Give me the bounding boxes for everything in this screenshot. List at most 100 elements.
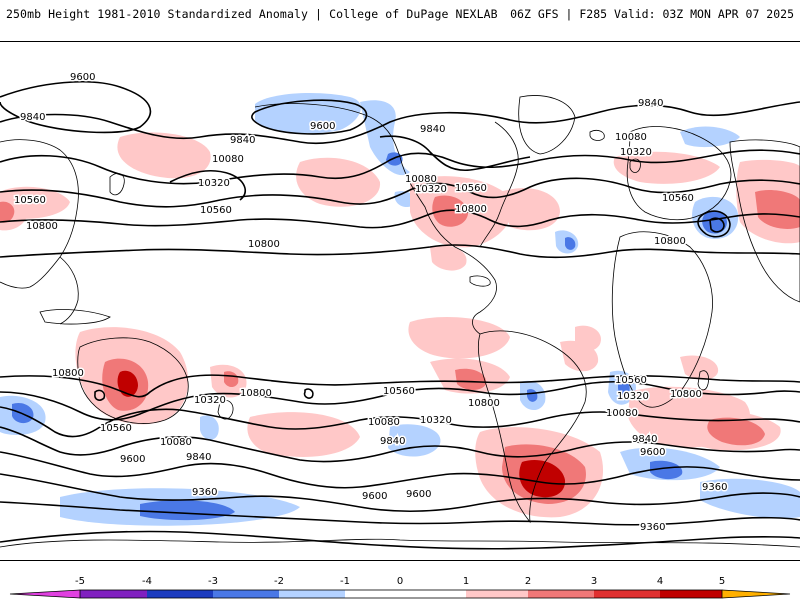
contour-label: 10560 (455, 183, 487, 194)
colorbar-segment-pos4 (660, 590, 722, 598)
contour-label: 10080 (160, 437, 192, 448)
contour-label: 10800 (248, 239, 280, 250)
contour-label: 10800 (240, 388, 272, 399)
colorbar: -5 -4 -3 -2 -1 0 1 2 3 4 5 (9, 576, 791, 599)
neg-anomaly-south-atlantic-core (618, 379, 630, 395)
contour-label: 10320 (420, 415, 452, 426)
contour-europe-low (697, 210, 731, 238)
coastline-indonesia (39, 309, 111, 325)
contour-small-low (94, 389, 106, 401)
contour-label: 10560 (615, 375, 647, 386)
pos-anomaly-north-america-core (432, 195, 468, 227)
neg-anomaly-south-pacific-2 (200, 415, 219, 440)
header: 250mb Height 1981-2010 Standardized Anom… (0, 0, 800, 40)
contour-10320-south (0, 406, 800, 438)
contour-10800-north (0, 244, 800, 259)
colorbar-segment-neg2 (213, 590, 279, 598)
contour-label-group: 9600 9840 9600 9840 9840 9840 10080 1032… (13, 71, 729, 535)
colorbar-tick-label: -4 (142, 576, 152, 587)
contour-small-low-2 (303, 388, 314, 399)
colorbar-tick-label: -3 (208, 576, 218, 587)
coastline-new-zealand (217, 399, 234, 420)
contour-9600-north (0, 81, 152, 134)
coastline-asia-west (0, 139, 79, 289)
contour-label: 9600 (120, 454, 145, 465)
neg-anomaly-south-pacific-3 (388, 424, 441, 457)
pos-anomaly-atlantic (500, 188, 560, 231)
anomaly-map: 9600 9840 9600 9840 9840 9840 10080 1032… (0, 41, 800, 561)
coastline-caribbean (469, 275, 491, 287)
pos-anomaly-south-indian (680, 355, 719, 380)
colorbar-segments (10, 590, 790, 598)
contour-label: 9840 (230, 135, 255, 146)
pos-anomaly-asia-core (755, 189, 800, 229)
contour-label: 9360 (702, 482, 727, 493)
contour-label: 9600 (362, 491, 387, 502)
contour-9840-south (0, 451, 800, 489)
pos-anomaly-pacific-central (296, 157, 381, 207)
contour-europe-low-2 (709, 217, 725, 233)
contour-10080-south (0, 426, 800, 463)
contour-label: 10800 (26, 221, 58, 232)
coastline-europe (626, 126, 732, 221)
coastline-greenland (518, 95, 576, 155)
pos-anomaly-tropical-pacific (408, 317, 510, 359)
height-contours (0, 81, 800, 550)
contour-label: 10560 (100, 423, 132, 434)
neg-anomaly-antarctic-east (700, 478, 800, 519)
colorbar-ticks: -5 -4 -3 -2 -1 0 1 2 3 4 5 (75, 576, 725, 587)
colorbar-segment-pos1 (466, 590, 528, 598)
contour-10560-south (0, 380, 800, 421)
colorbar-segment-neg5 (10, 590, 80, 598)
colorbar-tick-label: -1 (340, 576, 350, 587)
coastline-uk (629, 158, 641, 173)
colorbar-tick-label: 4 (657, 576, 663, 587)
contour-label: 10560 (14, 195, 46, 206)
pos-anomaly-indian-core (707, 417, 765, 446)
pos-anomaly-gulf (430, 245, 467, 271)
contour-10800-south (0, 374, 800, 398)
contour-label: 9360 (640, 522, 665, 533)
coastline-africa (611, 231, 713, 408)
coastline-north-america-east (479, 121, 519, 248)
contour-10320-north (0, 177, 800, 208)
pos-anomaly-pacific-nw (117, 132, 211, 179)
colorbar-segment-neg1 (279, 590, 345, 598)
contour-label: 9600 (640, 447, 665, 458)
contour-label: 10080 (606, 408, 638, 419)
contour-label: 10320 (194, 395, 226, 406)
colorbar-tick-label: 1 (463, 576, 469, 587)
contour-label: 10320 (617, 391, 649, 402)
colorbar-arrow-right (721, 589, 791, 599)
contour-label: 9840 (20, 112, 45, 123)
pos-anomaly-africa (575, 325, 601, 351)
coastline-asia (729, 139, 800, 303)
run-info: 06Z GFS | F285 Valid: 03Z MON APR 07 202… (510, 7, 794, 21)
neg-anomaly-south-pacific-core (12, 402, 34, 424)
contour-label: 10560 (200, 205, 232, 216)
contour-10080-north (0, 149, 800, 185)
colorbar-segment-pos2 (528, 590, 594, 598)
neg-anomaly-north-pacific (255, 92, 361, 134)
pos-anomaly-south-pacific-east-core (455, 368, 487, 390)
colorbar-outline (79, 589, 723, 599)
contour-label: 10800 (670, 389, 702, 400)
colorbar-segment-pos5 (722, 590, 790, 598)
contour-10320-pacific (169, 169, 246, 201)
neg-anomaly-south-indian-core (650, 460, 683, 480)
coastline-south-america (477, 330, 587, 524)
contour-label: 10800 (52, 368, 84, 379)
anomaly-shading (0, 92, 800, 526)
contour-9600-na (251, 99, 368, 135)
neg-anomaly-north-america (360, 100, 410, 176)
neg-anomaly-europe-core (702, 210, 727, 234)
contour-label: 10800 (468, 398, 500, 409)
contour-label: 9600 (310, 121, 335, 132)
colorbar-segment-zero (345, 590, 466, 598)
contour-label: 10560 (383, 386, 415, 397)
contour-label: 9360 (192, 487, 217, 498)
contour-9840-na-2 (379, 135, 531, 172)
contour-label: 10320 (198, 178, 230, 189)
contour-label: 10320 (620, 147, 652, 158)
contour-label: 10080 (212, 154, 244, 165)
